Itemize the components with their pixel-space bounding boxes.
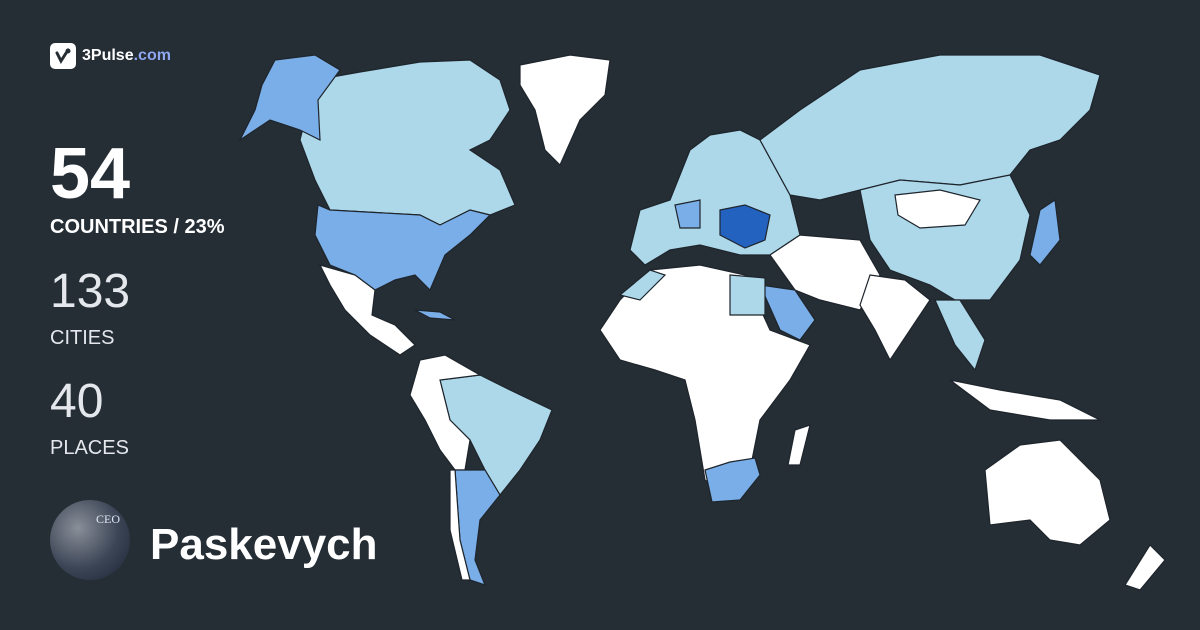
country-usa[interactable] bbox=[314, 204, 492, 292]
places-label: PLACES bbox=[50, 437, 129, 459]
country-mongolia[interactable] bbox=[894, 189, 981, 229]
country-germany-poland[interactable] bbox=[674, 199, 701, 229]
country-japan[interactable] bbox=[1029, 198, 1061, 266]
region-indonesia[interactable] bbox=[949, 379, 1101, 421]
country-india[interactable] bbox=[859, 274, 931, 362]
country-australia[interactable] bbox=[984, 439, 1111, 546]
country-canada[interactable] bbox=[299, 59, 516, 226]
country-saudi-arabia[interactable] bbox=[759, 284, 816, 341]
country-south-africa[interactable] bbox=[704, 457, 761, 503]
country-morocco-algeria[interactable] bbox=[618, 269, 667, 301]
country-ukraine[interactable] bbox=[719, 204, 771, 249]
brand-logo[interactable]: 3Pulse.com bbox=[50, 43, 171, 69]
country-madagascar[interactable] bbox=[787, 424, 811, 466]
country-russia[interactable] bbox=[759, 54, 1101, 201]
cities-count: 133 bbox=[50, 265, 131, 318]
avatar-caption: CEO bbox=[96, 512, 120, 526]
country-cuba[interactable] bbox=[414, 309, 456, 321]
country-mexico[interactable] bbox=[318, 264, 416, 356]
countries-count: 54 bbox=[50, 134, 131, 214]
brand-name: 3Pulse.com bbox=[82, 47, 171, 64]
countries-label: COUNTRIES / 23% bbox=[50, 216, 225, 238]
country-egypt[interactable] bbox=[729, 274, 766, 316]
region-southeast-asia[interactable] bbox=[934, 299, 986, 372]
country-chile[interactable] bbox=[449, 469, 471, 581]
region-south-america-other[interactable] bbox=[409, 354, 482, 471]
cities-label: CITIES bbox=[50, 327, 115, 349]
country-alaska-usa[interactable] bbox=[238, 54, 341, 142]
user-name: Paskevych bbox=[150, 520, 378, 569]
country-greenland[interactable] bbox=[519, 54, 611, 167]
avatar[interactable]: CEO bbox=[50, 500, 130, 580]
country-new-zealand[interactable] bbox=[1124, 544, 1166, 591]
pulse-check-icon bbox=[50, 43, 76, 69]
places-count: 40 bbox=[50, 375, 104, 428]
